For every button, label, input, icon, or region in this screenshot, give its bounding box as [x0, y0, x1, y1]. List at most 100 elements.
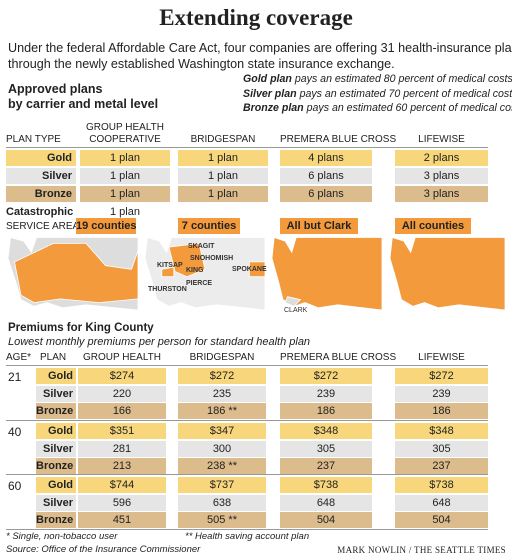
state-map [389, 236, 506, 311]
coverage-area [161, 266, 175, 278]
premium-value: 213 [112, 460, 132, 472]
premium-cell [178, 440, 266, 457]
premium-value: $347 [209, 425, 235, 437]
premium-value: 220 [112, 387, 132, 400]
county-label: SNOHOMISH [190, 255, 234, 262]
plan-cell [36, 494, 76, 511]
legend-text: pays an estimated 60 percent of medical … [306, 102, 512, 114]
service-area-tag [395, 218, 471, 234]
section-heading: Premiums for King County [8, 322, 154, 334]
premium-value: 451 [112, 514, 132, 526]
premium-cell [178, 368, 266, 384]
plan-cell [80, 150, 170, 166]
county-label: SKAGIT [188, 243, 215, 250]
premium-cell [280, 440, 372, 457]
premium-cell [280, 494, 372, 511]
section-heading: Approved plans [8, 82, 103, 96]
section-heading: by carrier and metal level [8, 97, 159, 111]
footnote: ** Health saving account plan [185, 531, 310, 542]
premium-value: 235 [212, 387, 232, 400]
county-label: KING [186, 267, 204, 274]
level-label: Silver [42, 170, 72, 182]
premium-value: 596 [112, 496, 132, 509]
level-cell [6, 204, 76, 220]
plan-cell [36, 385, 76, 402]
rule [6, 365, 488, 366]
plan-label: Gold [47, 479, 73, 491]
legend-term: Silver plan [243, 87, 297, 100]
premium-cell [78, 423, 166, 439]
plan-count: 4 plans [308, 152, 344, 164]
premium-cell [78, 403, 166, 419]
premium-cell [280, 368, 372, 384]
plan-label: Silver [43, 387, 73, 400]
plan-label: Bronze [36, 405, 74, 417]
service-area-label: SERVICE AREA [6, 221, 80, 232]
premium-value: $272 [313, 370, 339, 382]
level-label: Gold [46, 152, 72, 164]
premium-cell [280, 512, 372, 528]
premium-value: 239 [432, 387, 451, 400]
plan-count: 3 plans [423, 188, 460, 200]
premium-value: $351 [109, 425, 135, 437]
premium-value: 305 [432, 442, 451, 455]
rule [6, 147, 488, 148]
age-label: 60 [8, 479, 22, 493]
premium-cell [78, 494, 166, 511]
section-subtitle: Lowest monthly premiums per person for s… [8, 336, 311, 348]
legend-term: Bronze plan [243, 102, 304, 114]
county-label: PIERCE [186, 280, 213, 287]
premium-cell [78, 477, 166, 493]
plan-cell [36, 477, 76, 493]
plan-count: 1 plan [110, 188, 140, 200]
plan-cell [395, 150, 488, 166]
premium-value: 638 [212, 496, 232, 509]
plan-cell [395, 168, 488, 184]
plan-cell [280, 186, 372, 202]
plan-cell [178, 186, 268, 202]
premium-cell [395, 440, 488, 457]
premium-cell [78, 385, 166, 402]
county-label: THURSTON [148, 286, 187, 293]
premium-value: 186 ** [207, 405, 237, 417]
plan-cell [280, 168, 372, 184]
column-header: AGE* [6, 352, 32, 363]
plan-cell [395, 186, 488, 202]
service-area-text: All counties [401, 220, 465, 232]
service-area-tag [76, 218, 136, 234]
plan-count: 1 plan [110, 206, 140, 218]
plan-count: 1 plan [208, 188, 238, 200]
plan-label: Gold [47, 370, 73, 382]
column-header: BRIDGESPAN [189, 352, 255, 363]
premium-cell [395, 368, 488, 384]
excluded-county [284, 296, 302, 307]
plan-label: Silver [43, 496, 73, 509]
plan-cell [36, 368, 76, 384]
premium-cell [395, 494, 488, 511]
plan-cell [36, 423, 76, 439]
premium-cell [178, 403, 266, 419]
premium-value: $738 [313, 479, 339, 491]
premium-value: $272 [209, 370, 235, 382]
premium-cell [395, 512, 488, 528]
premium-cell [395, 458, 488, 474]
column-header: BRIDGESPAN [190, 134, 256, 145]
state-map [271, 236, 383, 311]
footnote: * Single, non-tobacco user [6, 531, 118, 542]
premium-value: 237 [316, 460, 336, 472]
premium-cell [178, 385, 266, 402]
column-header: PLAN TYPE [6, 134, 61, 145]
plan-cell [80, 168, 170, 184]
service-area-tag [178, 218, 240, 234]
age-label: 40 [8, 425, 22, 439]
plan-cell [80, 204, 170, 220]
plan-count: 6 plans [308, 170, 344, 182]
intro-line: Under the federal Affordable Care Act, f… [8, 41, 512, 55]
credit: MARK NOWLIN / THE SEATTLE TIMES [337, 545, 506, 555]
plan-label: Silver [43, 442, 73, 455]
service-area-tag [280, 218, 358, 234]
plan-label: Gold [47, 425, 73, 437]
column-header: GROUP HEALTH [86, 122, 164, 133]
premium-value: 504 [432, 514, 451, 526]
